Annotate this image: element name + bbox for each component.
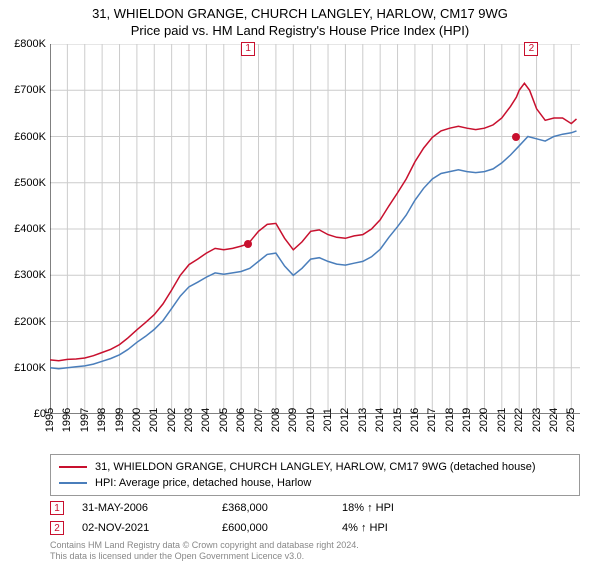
x-tick-label: 2002	[166, 408, 178, 432]
x-tick-label: 1998	[96, 408, 108, 432]
x-tick-label: 2006	[235, 408, 247, 432]
x-tick-label: 2000	[131, 408, 143, 432]
legend-label: HPI: Average price, detached house, Harl…	[95, 477, 311, 489]
sale-hpi-pct: 4% ↑ HPI	[342, 522, 388, 534]
x-tick-label: 1995	[44, 408, 56, 432]
sale-data-marker: 2	[50, 521, 64, 535]
y-tick-label: £400K	[14, 223, 46, 235]
x-tick-label: 2009	[287, 408, 299, 432]
x-tick-label: 2007	[253, 408, 265, 432]
sale-marker-box: 2	[524, 42, 538, 56]
sale-date: 02-NOV-2021	[82, 522, 222, 534]
sale-data-rows: 1 31-MAY-2006£368,00018% ↑ HPI 2 02-NOV-202…	[50, 498, 580, 538]
chart-area: £0£100K£200K£300K£400K£500K£600K£700K£80…	[50, 44, 580, 414]
y-tick-label: £300K	[14, 269, 46, 281]
title-line-1: 31, WHIELDON GRANGE, CHURCH LANGLEY, HAR…	[0, 6, 600, 21]
x-tick-label: 2019	[461, 408, 473, 432]
sale-marker-box: 1	[241, 42, 255, 56]
legend-swatch	[59, 466, 87, 468]
sale-price: £600,000	[222, 522, 342, 534]
x-tick-label: 2016	[409, 408, 421, 432]
sale-price: £368,000	[222, 502, 342, 514]
x-tick-label: 2013	[357, 408, 369, 432]
x-tick-label: 2010	[305, 408, 317, 432]
sale-date: 31-MAY-2006	[82, 502, 222, 514]
sale-marker-dot	[244, 240, 252, 248]
sale-marker-dot	[512, 133, 520, 141]
x-tick-label: 2018	[444, 408, 456, 432]
x-tick-label: 2011	[322, 408, 334, 432]
legend-row: 31, WHIELDON GRANGE, CHURCH LANGLEY, HAR…	[59, 459, 571, 475]
y-tick-label: £700K	[14, 84, 46, 96]
x-tick-label: 2024	[548, 408, 560, 432]
sale-data-row: 1 31-MAY-2006£368,00018% ↑ HPI	[50, 498, 580, 518]
x-tick-label: 1996	[61, 408, 73, 432]
chart-title-block: 31, WHIELDON GRANGE, CHURCH LANGLEY, HAR…	[0, 0, 600, 38]
x-tick-label: 2020	[478, 408, 490, 432]
legend-label: 31, WHIELDON GRANGE, CHURCH LANGLEY, HAR…	[95, 461, 536, 473]
sale-data-row: 2 02-NOV-2021£600,0004% ↑ HPI	[50, 518, 580, 538]
y-tick-label: £100K	[14, 362, 46, 374]
footer-attribution: Contains HM Land Registry data © Crown c…	[50, 540, 359, 562]
x-tick-label: 2015	[392, 408, 404, 432]
legend-row: HPI: Average price, detached house, Harl…	[59, 475, 571, 491]
x-tick-label: 2022	[513, 408, 525, 432]
x-tick-label: 2021	[496, 408, 508, 432]
x-tick-label: 1999	[114, 408, 126, 432]
x-tick-label: 2025	[565, 408, 577, 432]
x-tick-label: 2001	[148, 408, 160, 432]
x-tick-label: 2004	[200, 408, 212, 432]
y-tick-label: £200K	[14, 316, 46, 328]
y-tick-label: £600K	[14, 131, 46, 143]
x-tick-label: 2017	[426, 408, 438, 432]
x-tick-label: 2012	[339, 408, 351, 432]
x-tick-label: 2005	[218, 408, 230, 432]
footer-line-1: Contains HM Land Registry data © Crown c…	[50, 540, 359, 551]
x-tick-label: 2023	[531, 408, 543, 432]
x-tick-label: 2014	[374, 408, 386, 432]
x-tick-label: 1997	[79, 408, 91, 432]
x-tick-label: 2008	[270, 408, 282, 432]
x-tick-label: 2003	[183, 408, 195, 432]
legend-swatch	[59, 482, 87, 484]
y-tick-label: £500K	[14, 177, 46, 189]
sale-data-marker: 1	[50, 501, 64, 515]
y-tick-label: £800K	[14, 38, 46, 50]
title-line-2: Price paid vs. HM Land Registry's House …	[0, 23, 600, 38]
legend: 31, WHIELDON GRANGE, CHURCH LANGLEY, HAR…	[50, 454, 580, 496]
sale-hpi-pct: 18% ↑ HPI	[342, 502, 394, 514]
